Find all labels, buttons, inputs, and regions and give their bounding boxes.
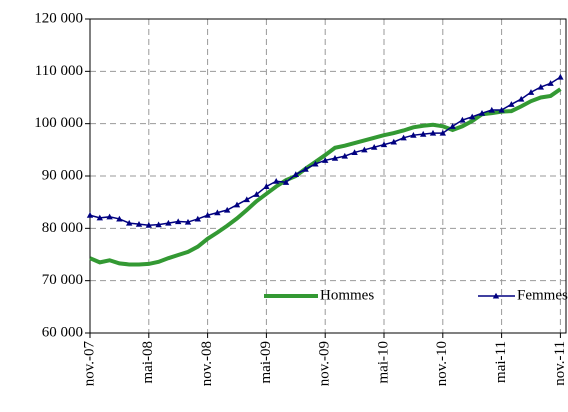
x-tick-label: mai-10	[375, 341, 391, 384]
marker	[204, 212, 211, 218]
marker	[116, 215, 123, 222]
y-tick-label: 120 000	[34, 10, 83, 26]
marker	[351, 149, 358, 156]
marker	[527, 89, 535, 95]
marker	[145, 221, 152, 228]
legend-label: Femmes	[517, 287, 568, 303]
x-tick-label: nov.-08	[199, 341, 215, 386]
x-tick-label: nov.-11	[552, 341, 568, 386]
marker	[135, 220, 143, 227]
marker	[371, 144, 378, 150]
marker	[410, 131, 417, 138]
marker	[126, 219, 133, 226]
marker	[557, 73, 564, 80]
marker	[478, 110, 486, 116]
marker	[488, 106, 495, 113]
marker	[243, 196, 250, 203]
marker	[322, 157, 329, 163]
marker	[518, 95, 525, 102]
marker	[273, 178, 280, 184]
marker	[508, 101, 515, 107]
marker	[459, 116, 466, 123]
marker	[498, 106, 505, 113]
marker	[86, 212, 94, 218]
marker	[537, 83, 544, 90]
marker	[194, 215, 201, 222]
x-tick-label: nov.-07	[81, 341, 97, 387]
marker	[214, 209, 221, 216]
legend-label: Hommes	[320, 287, 374, 303]
marker	[282, 179, 290, 185]
marker	[429, 129, 437, 136]
x-tick-label: mai-09	[258, 341, 274, 384]
y-tick-label: 100 000	[34, 115, 83, 131]
x-tick-label: nov.-09	[317, 341, 333, 386]
series-line	[89, 87, 562, 267]
marker	[106, 213, 113, 220]
plot-frame	[89, 18, 567, 334]
marker	[302, 165, 309, 172]
marker	[312, 160, 319, 167]
marker	[449, 123, 456, 129]
marker	[233, 201, 241, 208]
x-tick-label: nov.-10	[434, 341, 450, 386]
marker	[547, 80, 554, 86]
y-tick-label: 60 000	[42, 324, 83, 340]
marker	[469, 113, 476, 120]
marker	[380, 141, 388, 148]
marker	[175, 218, 182, 225]
marker	[361, 146, 368, 153]
marker	[400, 134, 407, 141]
legend-marker	[492, 292, 500, 299]
marker	[341, 152, 348, 159]
x-tick-label: mai-08	[140, 341, 156, 384]
y-tick-label: 110 000	[35, 63, 83, 79]
y-tick-label: 90 000	[42, 167, 83, 183]
x-tick-label: mai-11	[493, 341, 509, 383]
marker	[224, 206, 231, 213]
marker	[439, 129, 446, 136]
marker	[390, 138, 397, 145]
marker	[331, 155, 339, 161]
marker	[165, 219, 172, 226]
marker	[292, 171, 299, 177]
y-tick-label: 70 000	[42, 272, 83, 288]
marker	[155, 221, 162, 228]
y-tick-label: 80 000	[42, 220, 83, 236]
marker	[263, 183, 270, 190]
marker	[253, 191, 260, 197]
marker	[96, 214, 103, 221]
marker	[184, 218, 192, 225]
marker	[420, 130, 427, 137]
